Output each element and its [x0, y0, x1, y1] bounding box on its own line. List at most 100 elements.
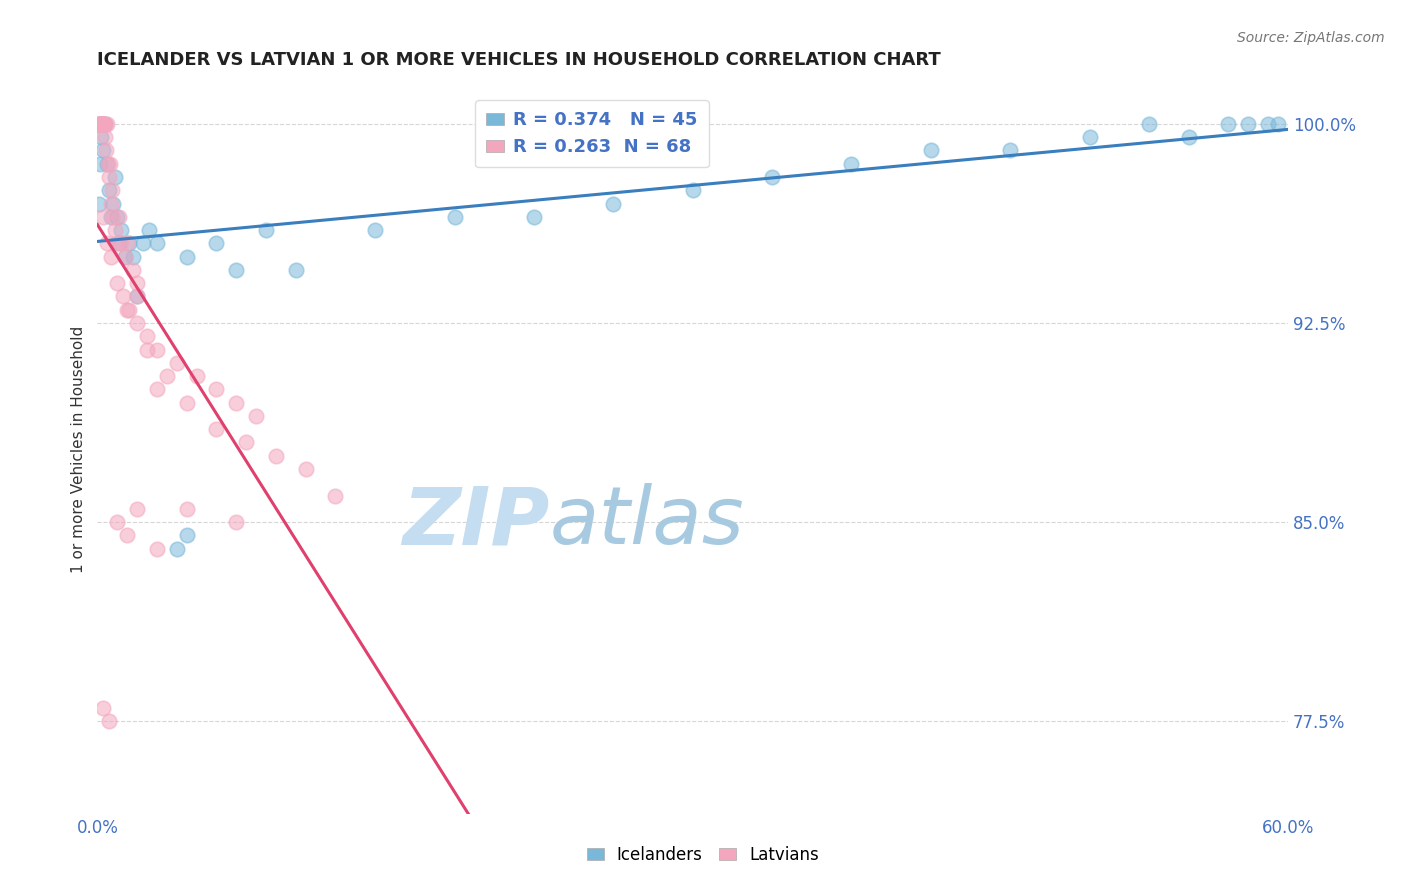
Point	[91, 117, 114, 131]
Point	[103, 210, 125, 224]
Point	[1237, 117, 1260, 131]
Point	[89, 157, 111, 171]
Point	[112, 289, 135, 303]
Point	[245, 409, 267, 423]
Point	[186, 369, 208, 384]
Point	[100, 210, 122, 224]
Point	[136, 329, 159, 343]
Point	[118, 302, 141, 317]
Y-axis label: 1 or more Vehicles in Household: 1 or more Vehicles in Household	[72, 326, 86, 573]
Point	[94, 117, 117, 131]
Point	[110, 236, 132, 251]
Point	[125, 276, 148, 290]
Point	[146, 382, 169, 396]
Point	[98, 169, 121, 184]
Point	[110, 223, 132, 237]
Point	[91, 210, 114, 224]
Point	[1218, 117, 1240, 131]
Point	[132, 236, 155, 251]
Point	[138, 223, 160, 237]
Point	[125, 289, 148, 303]
Point	[166, 541, 188, 556]
Point	[443, 210, 465, 224]
Point	[1177, 130, 1199, 145]
Point	[104, 169, 127, 184]
Point	[87, 117, 110, 131]
Point	[176, 528, 198, 542]
Point	[103, 196, 125, 211]
Point	[115, 236, 138, 251]
Point	[146, 343, 169, 357]
Point	[1078, 130, 1101, 145]
Point	[114, 250, 136, 264]
Point	[98, 183, 121, 197]
Point	[97, 157, 120, 171]
Point	[96, 236, 118, 251]
Point	[90, 117, 112, 131]
Point	[284, 263, 307, 277]
Point	[125, 501, 148, 516]
Point	[105, 236, 128, 251]
Point	[105, 276, 128, 290]
Text: ICELANDER VS LATVIAN 1 OR MORE VEHICLES IN HOUSEHOLD CORRELATION CHART: ICELANDER VS LATVIAN 1 OR MORE VEHICLES …	[97, 51, 941, 69]
Point	[1257, 117, 1279, 131]
Point	[156, 369, 179, 384]
Point	[205, 382, 228, 396]
Point	[176, 501, 198, 516]
Text: ZIP: ZIP	[402, 483, 550, 561]
Legend: Icelanders, Latvians: Icelanders, Latvians	[581, 839, 825, 871]
Point	[105, 210, 128, 224]
Point	[841, 157, 863, 171]
Point	[100, 196, 122, 211]
Point	[264, 449, 287, 463]
Point	[115, 302, 138, 317]
Point	[523, 210, 546, 224]
Point	[225, 515, 247, 529]
Point	[176, 395, 198, 409]
Point	[682, 183, 704, 197]
Point	[91, 144, 114, 158]
Point	[225, 263, 247, 277]
Point	[93, 117, 115, 131]
Point	[205, 236, 228, 251]
Point	[104, 223, 127, 237]
Point	[602, 196, 624, 211]
Point	[89, 117, 111, 131]
Point	[118, 236, 141, 251]
Point	[114, 250, 136, 264]
Point	[98, 714, 121, 728]
Point	[100, 250, 122, 264]
Point	[89, 196, 111, 211]
Point	[166, 356, 188, 370]
Point	[325, 489, 347, 503]
Point	[122, 250, 145, 264]
Point	[91, 117, 114, 131]
Point	[89, 117, 111, 131]
Point	[90, 130, 112, 145]
Point	[761, 169, 783, 184]
Point	[364, 223, 387, 237]
Point	[125, 289, 148, 303]
Point	[108, 210, 131, 224]
Point	[235, 435, 257, 450]
Point	[89, 117, 111, 131]
Point	[136, 343, 159, 357]
Point	[90, 117, 112, 131]
Point	[920, 144, 942, 158]
Point	[225, 395, 247, 409]
Point	[115, 528, 138, 542]
Point	[91, 701, 114, 715]
Point	[1137, 117, 1160, 131]
Point	[254, 223, 277, 237]
Point	[96, 117, 118, 131]
Point	[122, 263, 145, 277]
Point	[90, 117, 112, 131]
Point	[176, 250, 198, 264]
Point	[91, 117, 114, 131]
Point	[96, 144, 118, 158]
Point	[146, 236, 169, 251]
Point	[96, 157, 118, 171]
Point	[94, 117, 117, 131]
Point	[1267, 117, 1289, 131]
Point	[87, 117, 110, 131]
